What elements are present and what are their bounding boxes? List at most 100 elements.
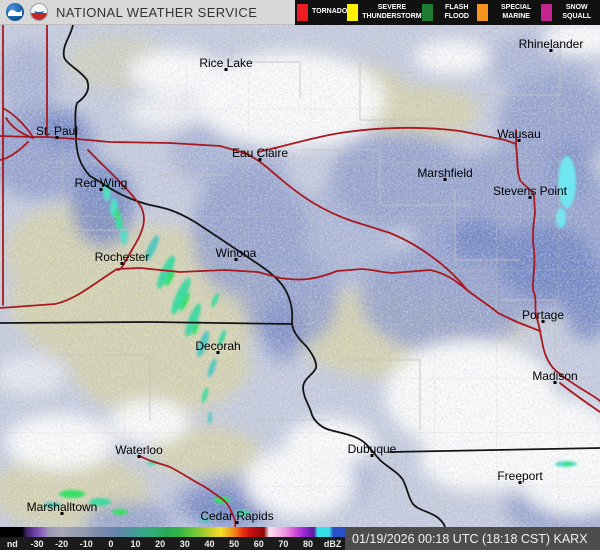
legend-label: FLASH FLOOD (444, 4, 469, 20)
nws-logo-icon (30, 3, 48, 21)
city-marker-dot (216, 351, 220, 354)
city-marker-dot (224, 68, 228, 71)
dbz-tick: 60 (253, 538, 264, 549)
city-label: Portage (522, 308, 564, 322)
dbz-tick: 50 (229, 538, 240, 549)
dbz-tick: 20 (155, 538, 166, 549)
header-bar: NATIONAL WEATHER SERVICE TORNADO SEVERE T… (0, 0, 600, 25)
city-marker-dot (137, 455, 141, 458)
city-red-wing: Red Wing (75, 176, 128, 191)
city-label: Rochester (95, 250, 150, 264)
city-label: Wausau (497, 127, 541, 141)
city-label: Dubuque (348, 442, 397, 456)
city-cedar-rapids: Cedar Rapids (200, 509, 274, 524)
city-marker-dot (258, 158, 262, 161)
city-label: Red Wing (75, 176, 128, 190)
dbz-tick: -20 (55, 538, 69, 549)
legend-swatch (476, 4, 488, 21)
city-label: Freeport (497, 469, 543, 483)
city-marker-dot (120, 262, 124, 265)
state-borders (0, 25, 600, 527)
city-marker-dot (518, 481, 522, 484)
city-label: Eau Claire (232, 146, 288, 160)
dbz-tick: 80 (303, 538, 314, 549)
city-freeport: Freeport (497, 469, 543, 484)
city-label: Madison (532, 369, 577, 383)
city-st-paul: St. Paul (36, 124, 78, 139)
city-wausau: Wausau (497, 127, 541, 142)
dbz-tick: -30 (30, 538, 44, 549)
legend-swatch (421, 4, 433, 21)
county-boundaries (60, 25, 561, 500)
dbz-tick: 10 (130, 538, 141, 549)
legend-swatch (540, 4, 552, 21)
city-marker-dot (549, 49, 553, 52)
city-marker-dot (541, 320, 545, 323)
city-madison: Madison (532, 369, 578, 384)
dbz-tick: 70 (278, 538, 289, 549)
city-marker-dot (60, 512, 64, 515)
city-label: Cedar Rapids (200, 509, 273, 523)
legend-item-special-marine: SPECIAL MARINE (476, 4, 541, 21)
reflectivity-scale: nd -30 -20 -10 0 10 20 30 40 50 60 70 80 dBZ (0, 527, 345, 550)
legend-item-tornado: TORNADO (297, 4, 347, 21)
city-label: Rice Lake (199, 56, 253, 70)
bottom-bar: nd -30 -20 -10 0 10 20 30 40 50 60 70 80 dBZ 01/19/20… (0, 527, 600, 550)
city-eau-claire: Eau Claire (232, 146, 288, 161)
city-portage: Portage (522, 308, 564, 323)
legend-label: SNOW SQUALL (562, 4, 592, 20)
city-marshfield: Marshfield (417, 166, 473, 181)
radar-map[interactable]: Rhinelander Rice Lake St. Paul Eau Claire Wa… (0, 25, 600, 527)
legend-swatch (347, 4, 359, 21)
dbz-tick-labels: nd -30 -20 -10 0 10 20 30 40 50 60 70 80 dBZ (0, 537, 345, 550)
city-marker-dot (55, 136, 59, 139)
legend-label: TORNADO (312, 8, 348, 16)
city-rochester: Rochester (95, 250, 150, 265)
legend-item-severe-thunderstorm: SEVERE THUNDERSTORM (347, 4, 422, 21)
city-rhinelander: Rhinelander (519, 37, 584, 52)
city-marker-dot (517, 139, 521, 142)
city-label: Winona (216, 246, 257, 260)
legend-label: SPECIAL MARINE (500, 4, 532, 20)
header-branding: NATIONAL WEATHER SERVICE (0, 0, 295, 25)
timestamp-bar: 01/19/2026 00:18 UTC (18:18 CST) KARX (345, 527, 600, 550)
city-label: Rhinelander (519, 37, 584, 51)
city-stevens-point: Stevens Point (493, 184, 568, 199)
city-label: Waterloo (115, 443, 163, 457)
city-label: Marshalltown (27, 500, 98, 514)
warning-legend: TORNADO SEVERE THUNDERSTORM FLASH FLOOD SPE… (295, 0, 600, 25)
city-waterloo: Waterloo (115, 443, 163, 458)
city-label: Decorah (195, 339, 240, 353)
dbz-tick: -10 (79, 538, 93, 549)
city-winona: Winona (216, 246, 257, 261)
city-labels: Rhinelander Rice Lake St. Paul Eau Claire Wa… (27, 37, 584, 524)
city-marker-dot (528, 196, 532, 199)
city-dubuque: Dubuque (348, 442, 397, 457)
dbz-tick: 0 (108, 538, 114, 549)
dbz-tick: dBZ (323, 538, 342, 549)
legend-swatch (297, 4, 308, 21)
timestamp-text: 01/19/2026 00:18 UTC (18:18 CST) KARX (352, 531, 588, 546)
city-marker-dot (370, 454, 374, 457)
city-marshalltown: Marshalltown (27, 500, 98, 515)
city-decorah: Decorah (195, 339, 241, 354)
legend-item-flash-flood: FLASH FLOOD (421, 4, 477, 21)
county-grid-lines (0, 25, 600, 527)
city-marker-dot (235, 521, 239, 524)
city-marker-dot (234, 258, 238, 261)
city-rice-lake: Rice Lake (199, 56, 253, 71)
city-label: Stevens Point (493, 184, 568, 198)
city-marker-dot (553, 381, 557, 384)
noaa-logo-icon (6, 3, 24, 21)
dbz-tick: nd (6, 538, 18, 549)
city-marker-dot (443, 178, 447, 181)
dbz-tick: 40 (204, 538, 215, 549)
legend-label: SEVERE THUNDERSTORM (362, 4, 422, 20)
city-label: Marshfield (417, 166, 472, 180)
legend-item-snow-squall: SNOW SQUALL (540, 4, 599, 21)
city-label: St. Paul (36, 124, 78, 138)
highways (0, 25, 600, 527)
dbz-colorbar (0, 527, 345, 537)
dbz-tick: 30 (179, 538, 190, 549)
